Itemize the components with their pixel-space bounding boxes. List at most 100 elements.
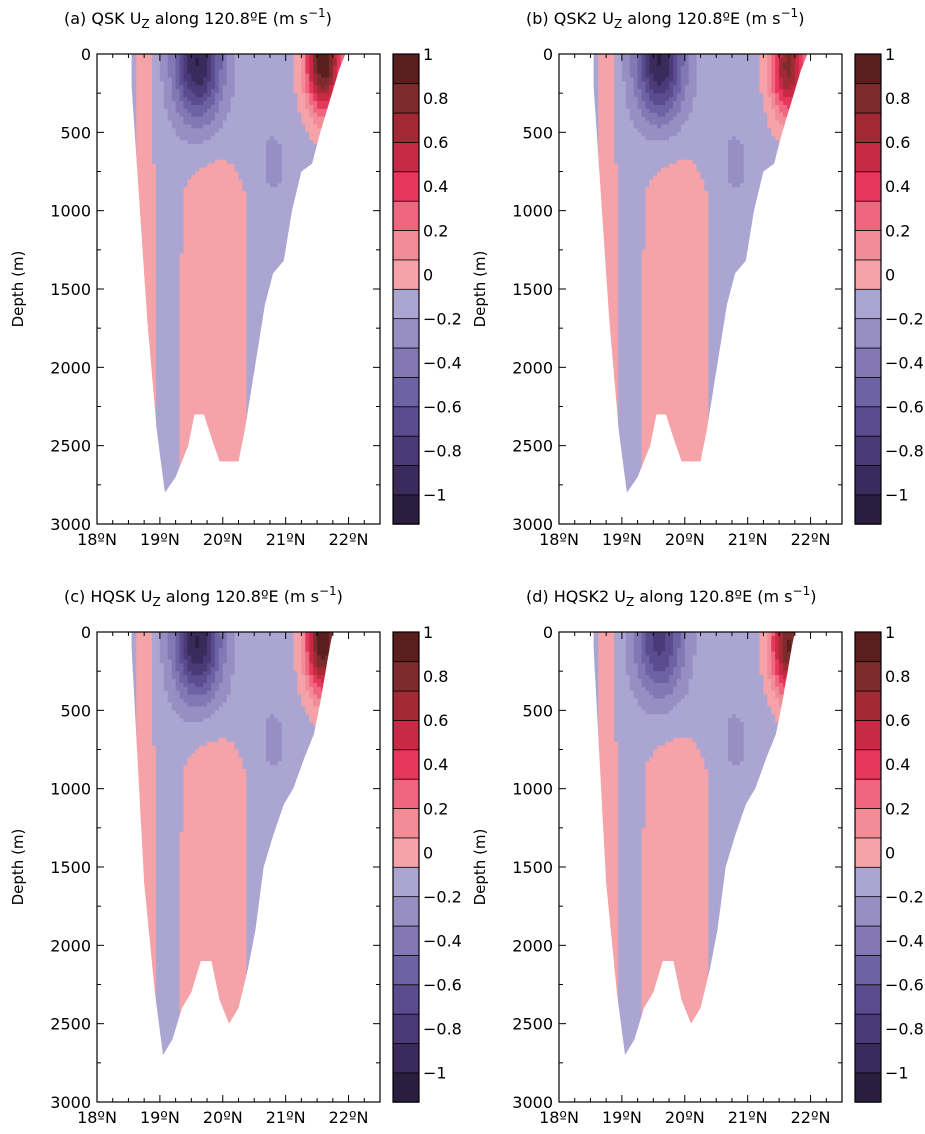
colorbar-segment xyxy=(854,690,882,721)
colorbar-segment xyxy=(392,749,420,780)
colorbar-segment xyxy=(392,171,420,202)
colorbar-segment xyxy=(392,494,420,525)
y-tick-label: 1000 xyxy=(512,202,553,221)
colorbar-segment xyxy=(392,112,420,143)
colorbar-tick-label: 0.6 xyxy=(423,133,448,152)
colorbar-segment xyxy=(854,406,882,437)
y-tick-label: 2000 xyxy=(512,358,553,377)
colorbar-segment xyxy=(854,141,882,173)
colorbar-segment xyxy=(854,1013,882,1044)
colorbar-segment xyxy=(854,435,882,466)
colorbar-segment xyxy=(854,494,882,525)
y-axis-label: Depth (m) xyxy=(471,829,489,906)
colorbar-tick-label: 0.8 xyxy=(423,89,448,108)
y-tick-label: 0 xyxy=(81,623,91,642)
colorbar-tick-label: 0.6 xyxy=(885,133,910,152)
chart-title: (c) HQSK UZ along 120.8ºE (m s−1) xyxy=(64,584,343,609)
colorbar-tick-label: 1 xyxy=(423,623,433,642)
colorbar-tick-label: −0.6 xyxy=(423,976,462,995)
colorbar-segment xyxy=(392,229,420,261)
y-tick-label: 3000 xyxy=(512,515,553,534)
colorbar-segment xyxy=(392,719,420,751)
x-tick-label: 21ºN xyxy=(728,530,768,549)
colorbar-segment xyxy=(854,778,882,809)
colorbar-segment xyxy=(392,1042,420,1074)
colorbar-tick-label: −0.6 xyxy=(885,398,924,417)
x-tick-label: 22ºN xyxy=(791,530,831,549)
contour-field xyxy=(131,632,333,1055)
colorbar-segment xyxy=(392,807,420,839)
colorbar-tick-label: 1 xyxy=(423,45,433,64)
colorbar-tick-label: −0.2 xyxy=(885,887,924,906)
colorbar-tick-label: 0.2 xyxy=(885,221,910,240)
colorbar-segment xyxy=(392,53,420,85)
colorbar-tick-label: −1 xyxy=(885,486,909,505)
colorbar-tick-label: 0 xyxy=(885,265,895,284)
x-tick-label: 22ºN xyxy=(791,1108,831,1127)
colorbar-segment xyxy=(854,719,882,751)
colorbar-segment xyxy=(392,1072,420,1103)
x-tick-label: 18ºN xyxy=(539,1108,579,1127)
y-tick-label: 1000 xyxy=(50,780,91,799)
x-tick-label: 19ºN xyxy=(140,530,180,549)
x-tick-label: 20ºN xyxy=(203,1108,243,1127)
colorbar-tick-label: −1 xyxy=(423,1064,447,1083)
colorbar-segment xyxy=(392,690,420,721)
x-tick-label: 18ºN xyxy=(77,1108,117,1127)
y-tick-label: 2000 xyxy=(50,358,91,377)
colorbar-segment xyxy=(854,82,882,114)
x-tick-label: 19ºN xyxy=(602,1108,642,1127)
colorbar-tick-label: −0.2 xyxy=(423,309,462,328)
colorbar-segment xyxy=(854,660,882,692)
colorbar-tick-label: 0.8 xyxy=(885,89,910,108)
y-tick-label: 500 xyxy=(60,701,91,720)
colorbar-segment xyxy=(392,895,420,927)
colorbar-tick-label: −1 xyxy=(885,1064,909,1083)
contour-field xyxy=(593,54,808,493)
chart-title: (d) HQSK2 UZ along 120.8ºE (m s−1) xyxy=(526,584,816,609)
x-tick-label: 22ºN xyxy=(329,530,369,549)
colorbar-tick-label: −1 xyxy=(423,486,447,505)
y-tick-label: 1000 xyxy=(512,780,553,799)
contour-field xyxy=(593,632,795,1055)
x-tick-label: 20ºN xyxy=(665,530,705,549)
y-tick-label: 0 xyxy=(81,45,91,64)
y-tick-label: 1500 xyxy=(50,280,91,299)
colorbar-tick-label: −0.8 xyxy=(423,1020,462,1039)
y-tick-label: 1500 xyxy=(512,858,553,877)
y-tick-label: 0 xyxy=(543,45,553,64)
colorbar-tick-label: 0.8 xyxy=(885,667,910,686)
colorbar-tick-label: 0.4 xyxy=(885,177,910,196)
colorbar-segment xyxy=(392,317,420,349)
colorbar-segment xyxy=(854,317,882,349)
y-tick-label: 3000 xyxy=(50,1093,91,1112)
y-tick-label: 3000 xyxy=(512,1093,553,1112)
y-tick-label: 2000 xyxy=(50,936,91,955)
colorbar-segment xyxy=(854,53,882,85)
colorbar-segment xyxy=(392,837,420,868)
y-tick-label: 1500 xyxy=(50,858,91,877)
x-tick-label: 19ºN xyxy=(140,1108,180,1127)
colorbar-tick-label: 0 xyxy=(423,265,433,284)
colorbar-tick-label: 0.4 xyxy=(423,177,448,196)
colorbar-segment xyxy=(392,464,420,496)
colorbar-segment xyxy=(854,112,882,143)
x-tick-label: 19ºN xyxy=(602,530,642,549)
colorbar-tick-label: −0.8 xyxy=(885,1020,924,1039)
colorbar-tick-label: 0 xyxy=(885,843,895,862)
colorbar-tick-label: −0.4 xyxy=(885,931,924,950)
colorbar: 1 0.8 0.6 0.4 0.2 0 −0.2 −0.4 −0.6 −0.8 −1 xyxy=(392,45,462,525)
colorbar-tick-label: 0.6 xyxy=(885,711,910,730)
colorbar-segment xyxy=(392,200,420,231)
colorbar-segment xyxy=(854,288,882,320)
y-tick-label: 2500 xyxy=(50,437,91,456)
colorbar-tick-label: −0.6 xyxy=(885,976,924,995)
colorbar-tick-label: 0.4 xyxy=(423,755,448,774)
colorbar-segment xyxy=(392,778,420,809)
colorbar-segment xyxy=(392,435,420,466)
colorbar-segment xyxy=(854,1042,882,1074)
colorbar-segment xyxy=(854,347,882,378)
colorbar-segment xyxy=(854,200,882,231)
